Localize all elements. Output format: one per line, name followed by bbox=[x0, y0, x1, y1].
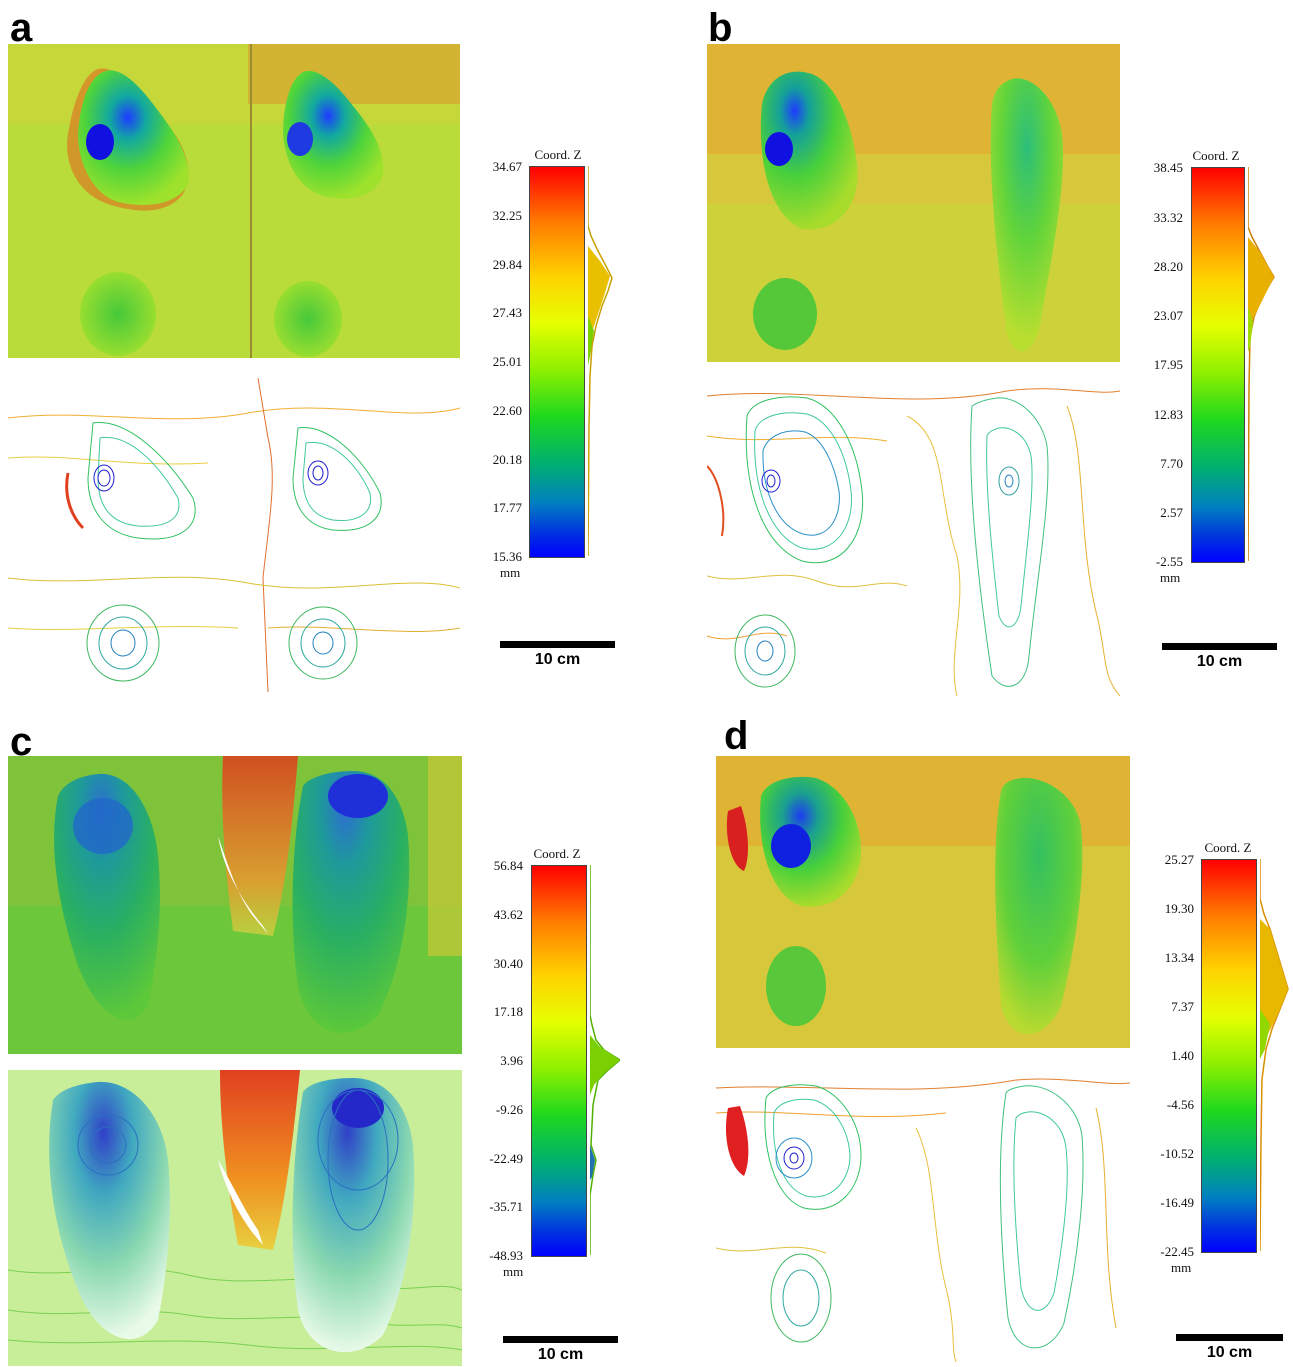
panel-d-tick-6: -10.52 bbox=[1160, 1146, 1194, 1161]
panel-b-scale-bar bbox=[1162, 643, 1277, 650]
panel-c-tick-6: -22.49 bbox=[489, 1151, 523, 1166]
panel-a-elevation-map bbox=[8, 44, 460, 358]
panel-d-tick-1: 19.30 bbox=[1164, 901, 1194, 916]
panel-d-tick-8: -22.45 bbox=[1160, 1244, 1194, 1259]
panel-d-tick-2: 13.34 bbox=[1164, 950, 1194, 965]
panel-b-tick-4: 17.95 bbox=[1153, 357, 1183, 372]
panel-b-tick-0: 38.45 bbox=[1153, 160, 1183, 175]
panel-a-tick-0: 34.67 bbox=[492, 159, 522, 174]
panel-label-c: c bbox=[10, 720, 33, 764]
panel-a-colorbar bbox=[529, 166, 585, 558]
panel-a-tick-3: 27.43 bbox=[492, 305, 522, 320]
panel-c-colorbar-histogram bbox=[590, 865, 620, 1255]
panel-a-scale-bar bbox=[500, 641, 615, 648]
panel-a-scale-label: 10 cm bbox=[534, 651, 581, 668]
panel-d-elevation-map bbox=[716, 756, 1130, 1048]
panel-d-tick-0: 25.27 bbox=[1164, 852, 1194, 867]
panel-b-contour-map bbox=[707, 376, 1120, 696]
panel-c-tick-1: 43.62 bbox=[493, 907, 523, 922]
panel-b-colorbar-histogram bbox=[1248, 167, 1275, 561]
panel-d-contour-map bbox=[716, 1068, 1130, 1362]
panel-b-tick-3: 23.07 bbox=[1153, 308, 1183, 323]
panel-a-colorbar-unit: mm bbox=[500, 565, 521, 580]
panel-d-colorbar-unit: mm bbox=[1171, 1260, 1192, 1275]
panel-d-tick-5: -4.56 bbox=[1166, 1097, 1194, 1112]
panel-a-tick-4: 25.01 bbox=[492, 354, 522, 369]
panel-d-colorbar-histogram bbox=[1260, 859, 1289, 1251]
panel-b-elevation-map bbox=[707, 44, 1120, 362]
panel-a-tick-5: 22.60 bbox=[492, 403, 522, 418]
panel-c-tick-8: -48.93 bbox=[489, 1248, 523, 1263]
panel-c-tick-5: -9.26 bbox=[495, 1102, 523, 1117]
panel-c-tick-3: 17.18 bbox=[493, 1004, 523, 1019]
panel-b-tick-5: 12.83 bbox=[1153, 407, 1183, 422]
panel-c-contour-map bbox=[8, 1070, 462, 1366]
panel-b-tick-6: 7.70 bbox=[1160, 456, 1183, 471]
panel-d-tick-4: 1.40 bbox=[1171, 1048, 1194, 1063]
panel-b-tick-2: 28.20 bbox=[1153, 259, 1183, 274]
panel-c-elevation-map bbox=[8, 756, 462, 1054]
panel-d-tick-7: -16.49 bbox=[1160, 1195, 1194, 1210]
panel-c-scale-label: 10 cm bbox=[537, 1346, 584, 1363]
panel-d-scale-label: 10 cm bbox=[1206, 1344, 1253, 1361]
panel-c-scale-bar bbox=[503, 1336, 618, 1343]
panel-d-tick-3: 7.37 bbox=[1171, 999, 1194, 1014]
panel-a-tick-7: 17.77 bbox=[492, 500, 522, 515]
panel-c-colorbar-unit: mm bbox=[503, 1264, 524, 1279]
panel-c-colorbar bbox=[531, 865, 587, 1257]
panel-label-b: b bbox=[708, 6, 733, 50]
panel-a-tick-6: 20.18 bbox=[492, 452, 522, 467]
panel-label-d: d bbox=[724, 714, 749, 758]
panel-b-colorbar-title: Coord. Z bbox=[1192, 148, 1240, 163]
panel-d-scale-bar bbox=[1176, 1334, 1283, 1341]
panel-b-colorbar bbox=[1191, 167, 1245, 563]
panel-a-contour-map bbox=[8, 378, 460, 692]
panel-c-tick-4: 3.96 bbox=[500, 1053, 523, 1068]
panel-c-colorbar-title: Coord. Z bbox=[533, 846, 581, 861]
panel-d-colorbar bbox=[1201, 859, 1257, 1253]
panel-b-tick-8: -2.55 bbox=[1155, 554, 1183, 569]
panel-c-tick-7: -35.71 bbox=[489, 1199, 523, 1214]
panel-c-tick-2: 30.40 bbox=[493, 956, 523, 971]
panel-a-colorbar-title: Coord. Z bbox=[534, 147, 582, 162]
panel-a-tick-8: 15.36 bbox=[492, 549, 522, 564]
panel-d-colorbar-title: Coord. Z bbox=[1204, 840, 1252, 855]
panel-a-colorbar-histogram bbox=[588, 166, 613, 556]
panel-c-tick-0: 56.84 bbox=[493, 858, 523, 873]
panel-b-colorbar-unit: mm bbox=[1160, 570, 1181, 585]
panel-a-tick-2: 29.84 bbox=[492, 257, 522, 272]
panel-b-tick-1: 33.32 bbox=[1153, 210, 1183, 225]
panel-b-tick-7: 2.57 bbox=[1160, 505, 1183, 520]
panel-a-tick-1: 32.25 bbox=[492, 208, 522, 223]
panel-label-a: a bbox=[10, 6, 33, 50]
panel-b-scale-label: 10 cm bbox=[1196, 653, 1243, 670]
